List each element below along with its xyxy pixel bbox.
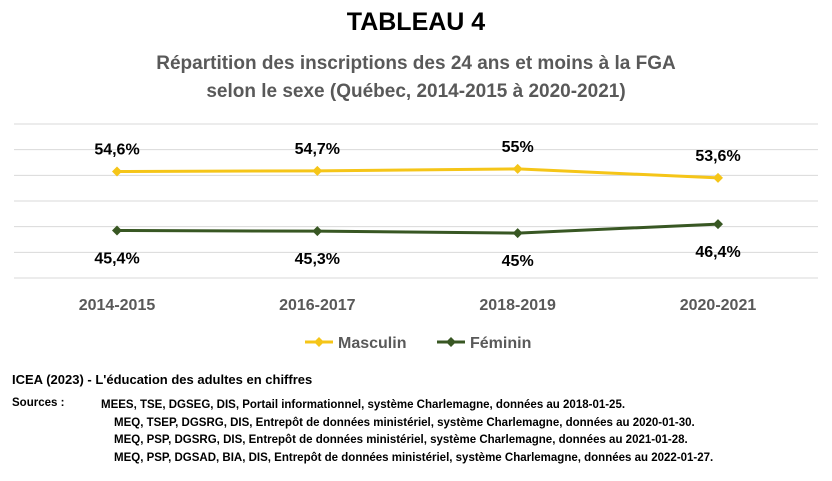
data-label: 45,3% <box>295 251 340 268</box>
source-line-2: MEQ, TSEP, DGSRG, DIS, Entrepôt de donné… <box>114 416 695 429</box>
chart-subtitle-line-1: Répartition des inscriptions des 24 ans … <box>156 53 676 74</box>
x-tick-label: 2016-2017 <box>279 297 356 314</box>
series-line-0 <box>116 167 719 180</box>
source-line-4: MEQ, PSP, DGSAD, BIA, DIS, Entrepôt de d… <box>114 451 714 464</box>
data-point-marker <box>112 166 122 177</box>
legend-marker <box>314 337 324 347</box>
data-label: 45,4% <box>94 251 139 268</box>
chart-title: TABLEAU 4 <box>346 8 486 36</box>
legend-label: Féminin <box>470 335 531 352</box>
data-label: 55% <box>502 139 534 156</box>
source-line-1: MEES, TSE, DGSEG, DIS, Portail informati… <box>101 399 626 411</box>
data-point-marker <box>112 225 122 236</box>
legend-label: Masculin <box>338 335 406 352</box>
data-label: 46,4% <box>695 244 740 261</box>
data-label: 54,6% <box>94 141 139 158</box>
data-point-marker <box>312 226 323 237</box>
legend-marker <box>446 337 456 347</box>
data-point-marker <box>312 165 323 176</box>
data-label: 54,7% <box>295 141 340 158</box>
chart-subtitle: Répartition des inscriptions des 24 ans … <box>0 50 832 106</box>
x-tick-label: 2014-2015 <box>79 297 156 314</box>
footer-branding: ICEA (2023) - L'éducation des adultes en… <box>12 372 313 387</box>
line-chart: 2014-2015 2016-2017 2018-2019 2020-2021 54,6… <box>14 123 818 352</box>
chart-subtitle-line-2: selon le sexe (Québec, 2014-2015 à 2020-… <box>206 81 626 102</box>
data-point-marker <box>713 172 723 183</box>
data-label: 45% <box>502 253 534 270</box>
data-label: 53,6% <box>695 148 740 165</box>
series-line-1 <box>116 222 719 235</box>
x-tick-label: 2020-2021 <box>680 297 757 314</box>
source-line-3: MEQ, PSP, DGSRG, DIS, Entrepôt de donnée… <box>114 434 688 446</box>
data-point-marker <box>713 219 723 230</box>
sources-list: MEES, TSE, DGSEG, DIS, Portail informati… <box>101 397 714 467</box>
x-tick-label: 2018-2019 <box>479 297 556 314</box>
data-point-marker <box>512 228 523 239</box>
data-point-marker <box>512 163 523 174</box>
sources-label: Sources : <box>12 397 65 409</box>
